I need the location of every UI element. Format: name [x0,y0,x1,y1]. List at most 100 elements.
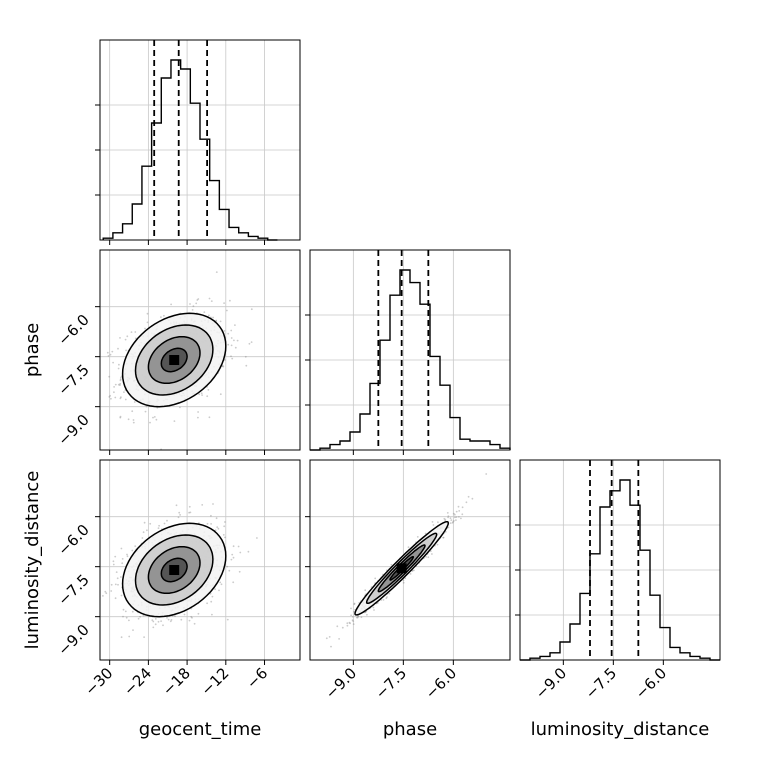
contour-line [160,557,188,583]
sample-point [112,361,114,364]
sample-point [196,299,199,301]
sample-point [325,637,328,640]
y-label-luminosity-distance: luminosity_distance [22,471,43,650]
panel-frame [99,249,301,451]
sample-point [130,331,133,333]
panel-frame [99,39,301,241]
sample-point [113,386,115,388]
sample-point [110,397,112,400]
sample-point [134,331,137,333]
sample-point [330,645,332,648]
sample-point [236,339,239,342]
sample-point [457,505,460,508]
sample-point [404,577,407,580]
sample-point [353,603,356,606]
sample-point [197,416,199,419]
sample-point [230,329,233,332]
panel-inner [100,460,300,660]
sample-point [461,506,464,509]
sample-point [188,505,191,508]
sample-point [141,537,144,539]
sample-point [110,583,113,586]
sample-point [112,560,115,563]
sample-point [444,518,447,521]
sample-point [119,379,122,382]
panel-frame [309,459,511,661]
sample-point [460,517,462,520]
sample-point [113,391,115,394]
sample-point [132,629,134,631]
sample-point [244,355,247,358]
panel-inner [310,460,510,660]
sample-point [230,344,233,347]
sample-point [146,321,149,324]
sample-point [114,383,117,386]
panel-frame [99,459,301,661]
sample-point [139,615,142,618]
sample-point [229,299,231,302]
sample-point [155,418,158,421]
sample-point [411,570,414,572]
sample-point [179,514,182,516]
sample-point [216,526,219,528]
sample-point [431,553,433,555]
sample-point [349,622,351,625]
sample-point [119,397,122,400]
sample-point [234,346,237,349]
sample-point [231,357,234,360]
sample-point [230,337,233,339]
sample-point [170,619,173,621]
contour-line [121,312,227,408]
sample-point [142,531,145,534]
sample-point [338,638,340,640]
sample-point [471,497,474,500]
sample-point [238,570,241,573]
sample-point [346,624,349,627]
sample-point [143,636,146,638]
sample-point [247,550,250,553]
contour-line [365,532,438,605]
sample-point [191,616,193,619]
sample-point [221,364,224,367]
density-peak [169,355,180,365]
sample-point [166,519,168,522]
sample-point [178,511,181,514]
corner-panels: −9.0 −7.5 −6.0−9.0−7.5−6.0−30 −24 −18 −12 −6−9… [54,39,721,703]
sample-point [124,338,127,341]
sample-point [149,522,152,525]
sample-point [212,316,215,319]
sample-point [166,616,168,619]
sample-point [230,355,232,358]
sample-point [117,583,119,586]
sample-point [248,342,251,345]
sample-point [121,558,124,560]
sample-point [183,613,186,616]
sample-point [341,626,344,629]
panel-frame [309,249,511,451]
sample-point [125,349,127,352]
sample-point [346,622,349,625]
sample-point [201,504,204,506]
sample-point [465,501,468,504]
contour-line [354,520,450,616]
sample-point [127,418,130,421]
sample-point [239,551,242,554]
sample-point [211,595,214,598]
sample-point [227,332,230,335]
sample-point [223,330,226,332]
sample-point [232,581,235,584]
sample-point [169,620,172,623]
sample-point [352,620,355,622]
sample-point [447,515,450,517]
sample-point [144,327,146,330]
sample-point [227,343,230,346]
sample-point [451,521,454,524]
sample-point [224,521,226,523]
sample-point [126,335,129,338]
sample-point [192,305,195,308]
sample-point [402,581,405,584]
sample-point [119,382,122,385]
axis-labels: geocent_time phase luminosity_distance p… [22,323,709,740]
sample-point [206,602,209,605]
